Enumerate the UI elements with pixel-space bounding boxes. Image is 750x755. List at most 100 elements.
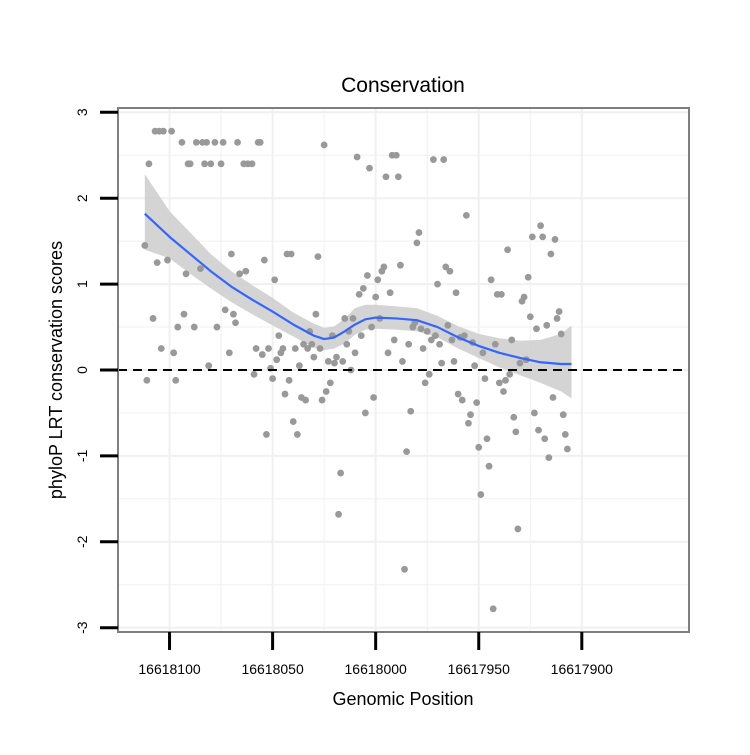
data-point [293,431,301,438]
data-point [203,138,211,146]
data-point [314,253,322,261]
data-point [481,375,489,382]
data-point [182,270,190,278]
data-point [417,325,425,333]
data-point [357,332,365,340]
data-point [339,358,347,365]
data-point [197,265,204,273]
data-point [386,289,394,297]
data-point [361,409,369,417]
data-point [446,267,454,275]
data-point [159,127,167,135]
chart-title: Conservation [341,74,465,97]
data-point [341,315,349,322]
data-point [390,336,398,344]
data-point [467,411,474,419]
y-tick-label: -3 [74,621,90,634]
data-point [349,315,357,322]
data-point [320,141,328,149]
data-point [452,289,460,297]
data-point [145,160,153,168]
data-point [399,358,406,365]
data-point [485,462,493,470]
data-point [366,164,373,172]
data-point [380,263,388,271]
data-point [180,310,188,318]
data-point [331,359,338,367]
data-point [462,211,470,219]
data-point [442,263,450,271]
data-point [413,239,421,247]
data-point [217,160,225,168]
data-point [419,345,427,352]
data-point [512,428,520,436]
data-point [549,394,557,401]
data-point [498,291,505,298]
data-point [153,259,161,267]
data-point [304,345,312,352]
data-point [213,323,221,331]
data-point [252,345,260,352]
data-point [242,267,250,275]
data-point [174,323,182,331]
data-point [201,160,208,168]
data-point [302,396,309,404]
data-point [557,330,565,338]
data-point [353,153,361,161]
data-point [289,418,297,425]
data-point [178,138,186,146]
data-point [157,345,165,352]
y-tick-label: 0 [74,366,90,374]
data-point [258,351,266,358]
data-point [205,362,213,370]
data-point [475,443,483,451]
data-point [269,375,277,382]
data-point [436,340,443,348]
data-point [190,323,198,331]
data-point [434,280,441,288]
data-point [524,273,532,281]
data-point [372,293,380,301]
y-tick-label: 1 [74,280,90,288]
data-point [300,340,307,348]
data-point [308,340,316,348]
data-point [401,565,408,573]
data-point [407,407,415,415]
data-point [421,379,429,387]
axes-layer: 16618100 16618050 16618000 16617950 16617900… [74,108,613,677]
data-point [471,362,479,370]
data-point [207,160,215,168]
data-point [382,173,390,181]
x-tick-label: 16618050 [241,661,304,677]
data-point [225,349,233,357]
data-point [318,396,326,404]
data-point [460,332,468,340]
data-point [265,345,272,352]
data-point [359,284,367,292]
data-point [545,454,553,462]
data-point [526,313,534,321]
data-point [170,349,178,357]
data-point [324,358,332,365]
data-point [510,413,518,421]
data-point [514,525,522,533]
data-point [236,270,244,278]
data-point [192,138,200,146]
data-point [232,319,239,327]
data-point [143,376,151,384]
data-point [394,173,402,181]
data-point [287,250,295,258]
data-point [275,332,283,340]
data-point [547,250,555,258]
data-point [374,276,382,284]
data-point [535,426,542,434]
data-point [520,293,528,301]
data-point [168,127,175,135]
data-point [281,390,289,398]
data-point [149,315,157,322]
data-point [186,160,194,168]
y-tick-label: 2 [74,194,90,202]
data-point [279,345,287,352]
data-point [260,256,268,264]
x-tick-label: 16617900 [551,661,614,677]
